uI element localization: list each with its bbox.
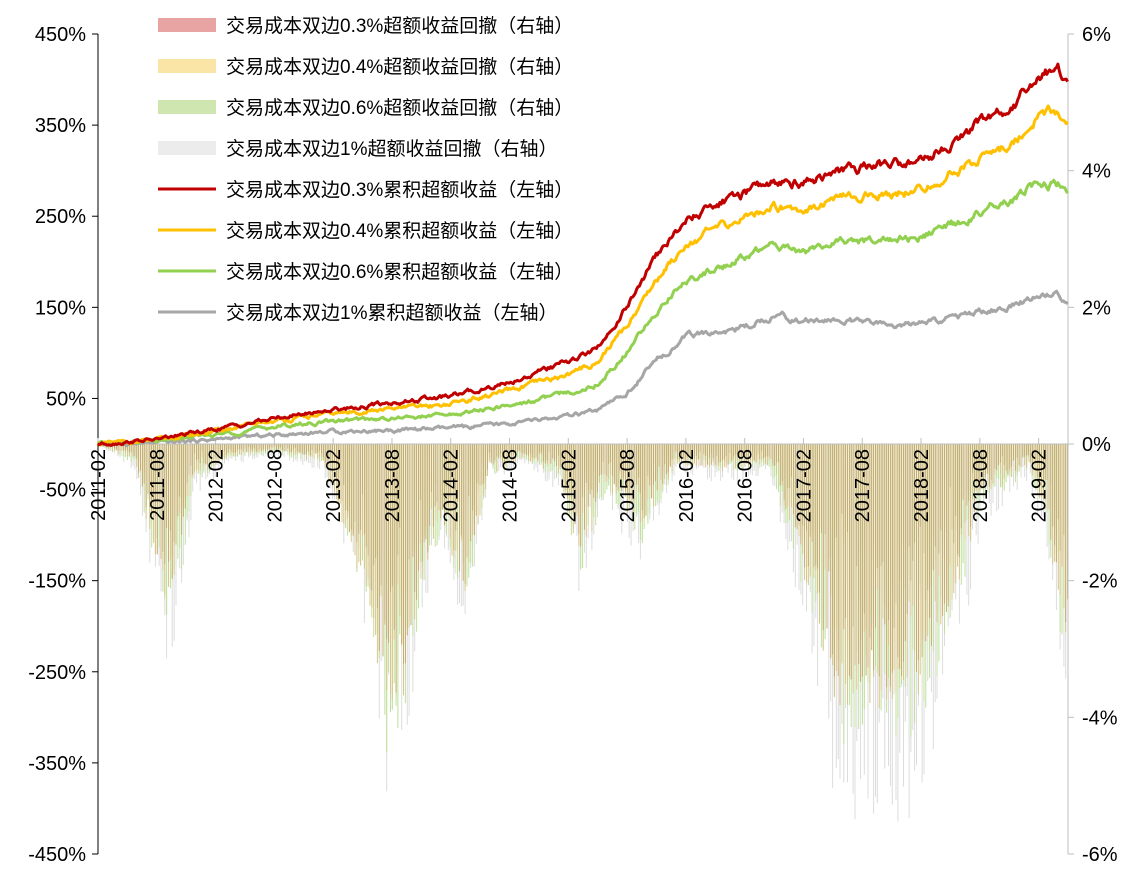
cumulative-line-4 [96, 289, 1069, 448]
cumulative-lines [96, 62, 1069, 448]
x-tick-label: 2015-08 [617, 449, 639, 522]
x-tick-label: 2016-08 [735, 449, 757, 522]
x-tick-label: 2013-02 [323, 449, 345, 522]
x-tick-label: 2018-08 [970, 449, 992, 522]
legend-swatch [158, 59, 216, 73]
legend-label: 交易成本双边1%累积超额收益（左轴） [226, 302, 557, 324]
left-tick-label: -250% [28, 662, 86, 684]
left-tick-label: 350% [35, 115, 86, 137]
right-tick-label: -4% [1082, 707, 1118, 729]
left-tick-label: 250% [35, 206, 86, 228]
legend-label: 交易成本双边1%超额收益回撤（右轴） [226, 138, 557, 160]
legend: 交易成本双边0.3%超额收益回撤（右轴） 交易成本双边0.4%超额收益回撤（右轴）… [158, 15, 573, 324]
left-tick-label: -50% [39, 480, 86, 502]
legend-label: 交易成本双边0.4%超额收益回撤（右轴） [226, 56, 573, 78]
x-tick-label: 2018-02 [911, 449, 933, 522]
legend-item-2: 交易成本双边0.4%超额收益回撤（右轴） [158, 56, 573, 78]
left-tick-label: 50% [46, 388, 86, 410]
right-tick-label: 4% [1082, 161, 1111, 183]
legend-label: 交易成本双边0.4%累积超额收益（左轴） [226, 220, 573, 242]
x-tick-label: 2014-02 [441, 449, 463, 522]
x-tick-label: 2011-02 [88, 449, 110, 521]
left-tick-label: 150% [35, 297, 86, 319]
legend-item-6: 交易成本双边0.4%累积超额收益（左轴） [158, 220, 573, 242]
right-tick-label: 0% [1082, 434, 1111, 456]
legend-item-5: 交易成本双边0.3%累积超额收益（左轴） [158, 179, 573, 201]
right-tick-label: 6% [1082, 24, 1111, 46]
legend-item-1: 交易成本双边0.3%超额收益回撤（右轴） [158, 15, 573, 37]
x-tick-label: 2017-02 [793, 449, 815, 522]
legend-item-7: 交易成本双边0.6%累积超额收益（左轴） [158, 261, 573, 283]
x-tick-label: 2014-08 [500, 449, 522, 522]
legend-label: 交易成本双边0.6%超额收益回撤（右轴） [226, 97, 573, 119]
legend-label: 交易成本双边0.3%累积超额收益（左轴） [226, 179, 573, 201]
x-tick-label: 2015-02 [558, 449, 580, 522]
left-tick-label: -150% [28, 571, 86, 593]
x-tick-label: 2012-02 [206, 449, 228, 522]
cumulative-line-1 [97, 62, 1069, 447]
drawdown-bars [99, 444, 1069, 822]
drawdown-bars-path [99, 444, 1069, 706]
left-tick-label: 450% [35, 24, 86, 46]
right-tick-label: -2% [1082, 571, 1118, 593]
x-tick-label: 2019-02 [1029, 449, 1051, 522]
legend-item-3: 交易成本双边0.6%超额收益回撤（右轴） [158, 97, 573, 119]
cumulative-line-3 [97, 178, 1069, 446]
x-tick-label: 2012-08 [264, 449, 286, 522]
legend-swatch [158, 100, 216, 114]
left-tick-label: -350% [28, 753, 86, 775]
x-tick-label: 2011-08 [147, 449, 169, 521]
x-tick-label: 2017-08 [852, 449, 874, 522]
legend-item-8: 交易成本双边1%累积超额收益（左轴） [158, 302, 557, 324]
x-tick-label: 2016-02 [676, 449, 698, 522]
legend-item-4: 交易成本双边1%超额收益回撤（右轴） [158, 138, 557, 160]
right-tick-label: 2% [1082, 297, 1111, 319]
left-tick-label: -450% [28, 844, 86, 866]
drawdown-bars-4 [99, 444, 1069, 706]
legend-swatch [158, 141, 216, 155]
legend-label: 交易成本双边0.3%超额收益回撤（右轴） [226, 15, 573, 37]
legend-label: 交易成本双边0.6%累积超额收益（左轴） [226, 261, 573, 283]
right-tick-label: -6% [1082, 844, 1118, 866]
x-tick-label: 2013-08 [382, 449, 404, 522]
legend-swatch [158, 18, 216, 32]
